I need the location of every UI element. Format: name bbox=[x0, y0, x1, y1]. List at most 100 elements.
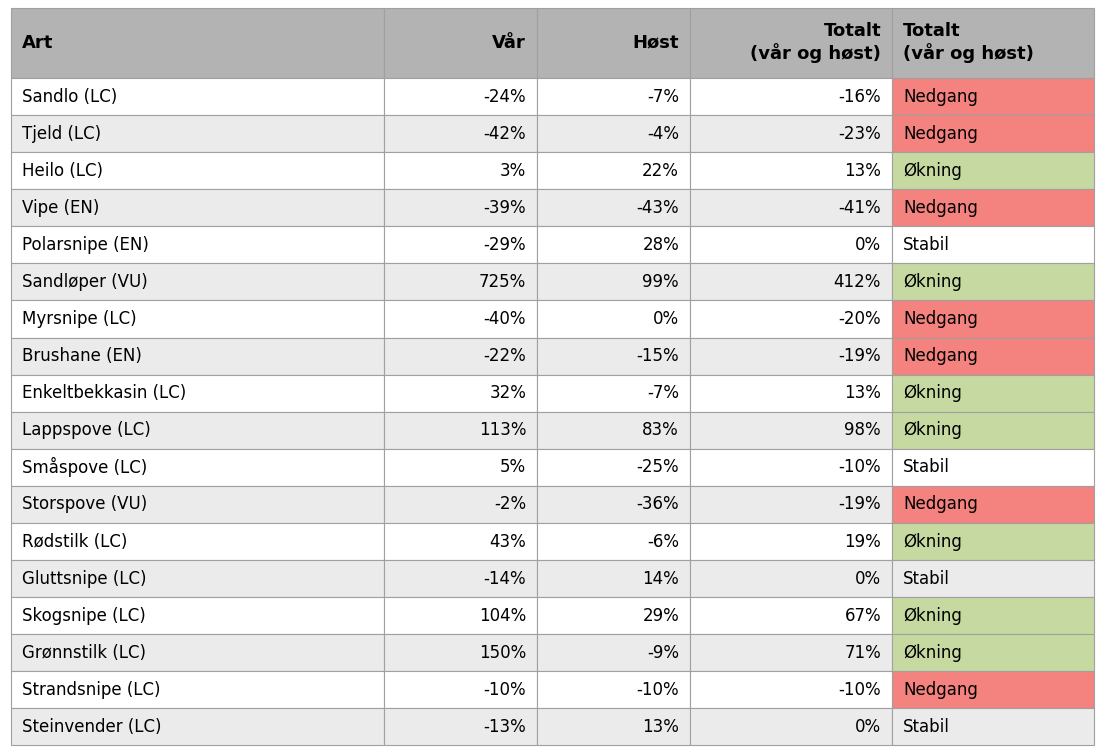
Bar bbox=[11, 709, 385, 745]
Bar bbox=[691, 672, 892, 709]
Text: Gluttsnipe (LC): Gluttsnipe (LC) bbox=[22, 569, 147, 587]
Bar bbox=[11, 152, 385, 189]
Text: 13%: 13% bbox=[844, 384, 881, 402]
Bar bbox=[11, 189, 385, 227]
Bar bbox=[537, 709, 691, 745]
Text: 5%: 5% bbox=[501, 459, 526, 477]
Bar bbox=[11, 634, 385, 672]
Text: -2%: -2% bbox=[494, 495, 526, 514]
Text: -23%: -23% bbox=[839, 124, 881, 142]
Bar bbox=[385, 227, 537, 264]
Text: 43%: 43% bbox=[490, 532, 526, 550]
Bar bbox=[892, 597, 1094, 634]
Text: -13%: -13% bbox=[483, 718, 526, 736]
Text: -24%: -24% bbox=[484, 87, 526, 105]
Text: -15%: -15% bbox=[636, 347, 680, 365]
Bar bbox=[691, 300, 892, 337]
Text: Nedgang: Nedgang bbox=[903, 347, 978, 365]
Bar bbox=[691, 709, 892, 745]
Bar bbox=[385, 152, 537, 189]
Text: Økning: Økning bbox=[903, 532, 962, 550]
Bar bbox=[385, 78, 537, 115]
Bar bbox=[537, 634, 691, 672]
Text: -43%: -43% bbox=[636, 199, 680, 217]
Text: Nedgang: Nedgang bbox=[903, 199, 978, 217]
Bar bbox=[537, 560, 691, 597]
Text: 83%: 83% bbox=[642, 421, 680, 439]
Text: -19%: -19% bbox=[839, 495, 881, 514]
Bar bbox=[537, 375, 691, 412]
Bar bbox=[537, 264, 691, 300]
Text: Økning: Økning bbox=[903, 384, 962, 402]
Bar bbox=[385, 486, 537, 523]
Text: Myrsnipe (LC): Myrsnipe (LC) bbox=[22, 310, 137, 328]
Text: 3%: 3% bbox=[499, 162, 526, 180]
Text: -7%: -7% bbox=[648, 87, 680, 105]
Text: 0%: 0% bbox=[855, 718, 881, 736]
Text: Stabil: Stabil bbox=[903, 718, 950, 736]
Text: 99%: 99% bbox=[642, 273, 680, 291]
Bar bbox=[892, 412, 1094, 449]
Text: 725%: 725% bbox=[478, 273, 526, 291]
Bar bbox=[691, 634, 892, 672]
Text: Økning: Økning bbox=[903, 421, 962, 439]
Bar bbox=[892, 8, 1094, 78]
Bar bbox=[691, 337, 892, 375]
Text: -19%: -19% bbox=[839, 347, 881, 365]
Bar bbox=[537, 300, 691, 337]
Text: Vår: Vår bbox=[493, 34, 526, 52]
Bar bbox=[691, 375, 892, 412]
Bar bbox=[537, 337, 691, 375]
Text: 113%: 113% bbox=[478, 421, 526, 439]
Text: Vipe (EN): Vipe (EN) bbox=[22, 199, 99, 217]
Bar bbox=[892, 115, 1094, 152]
Text: Grønnstilk (LC): Grønnstilk (LC) bbox=[22, 644, 146, 662]
Bar bbox=[691, 523, 892, 560]
Bar bbox=[11, 78, 385, 115]
Text: 412%: 412% bbox=[833, 273, 881, 291]
Text: 14%: 14% bbox=[642, 569, 680, 587]
Text: Art: Art bbox=[22, 34, 53, 52]
Text: Nedgang: Nedgang bbox=[903, 124, 978, 142]
Text: 32%: 32% bbox=[490, 384, 526, 402]
Bar bbox=[691, 412, 892, 449]
Bar bbox=[385, 300, 537, 337]
Text: -10%: -10% bbox=[484, 681, 526, 699]
Bar bbox=[11, 486, 385, 523]
Text: Stabil: Stabil bbox=[903, 459, 950, 477]
Text: -14%: -14% bbox=[484, 569, 526, 587]
Bar bbox=[537, 523, 691, 560]
Text: 13%: 13% bbox=[844, 162, 881, 180]
Bar bbox=[11, 337, 385, 375]
Bar bbox=[537, 189, 691, 227]
Text: 22%: 22% bbox=[642, 162, 680, 180]
Text: Småspove (LC): Småspove (LC) bbox=[22, 457, 147, 477]
Bar bbox=[385, 709, 537, 745]
Bar bbox=[892, 337, 1094, 375]
Text: -10%: -10% bbox=[839, 681, 881, 699]
Bar bbox=[11, 375, 385, 412]
Text: Storspove (VU): Storspove (VU) bbox=[22, 495, 147, 514]
Text: -7%: -7% bbox=[648, 384, 680, 402]
Bar bbox=[385, 264, 537, 300]
Bar bbox=[537, 8, 691, 78]
Text: Skogsnipe (LC): Skogsnipe (LC) bbox=[22, 607, 146, 625]
Text: 98%: 98% bbox=[844, 421, 881, 439]
Bar bbox=[691, 8, 892, 78]
Text: -9%: -9% bbox=[648, 644, 680, 662]
Text: -41%: -41% bbox=[839, 199, 881, 217]
Bar bbox=[892, 375, 1094, 412]
Text: -29%: -29% bbox=[484, 236, 526, 254]
Bar bbox=[385, 449, 537, 486]
Text: 71%: 71% bbox=[844, 644, 881, 662]
Text: Stabil: Stabil bbox=[903, 569, 950, 587]
Text: -40%: -40% bbox=[484, 310, 526, 328]
Bar bbox=[385, 672, 537, 709]
Bar bbox=[385, 523, 537, 560]
Bar bbox=[385, 115, 537, 152]
Bar bbox=[691, 189, 892, 227]
Bar bbox=[892, 78, 1094, 115]
Bar bbox=[691, 597, 892, 634]
Text: Polarsnipe (EN): Polarsnipe (EN) bbox=[22, 236, 149, 254]
Bar bbox=[892, 449, 1094, 486]
